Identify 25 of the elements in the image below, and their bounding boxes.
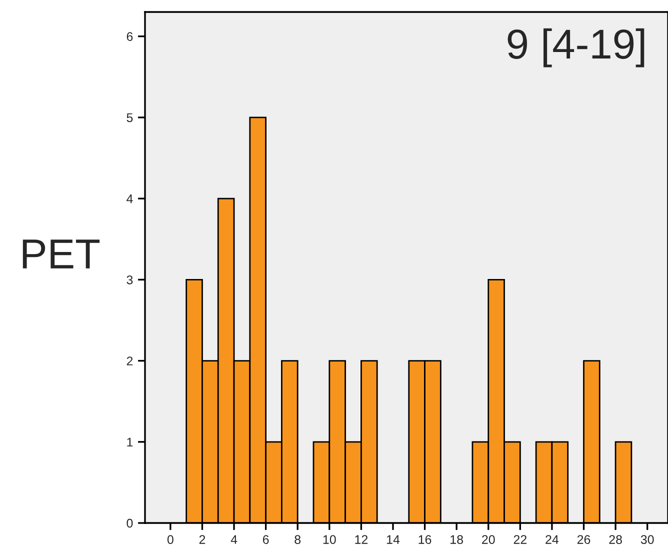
x-tick-label: 16 <box>418 535 432 544</box>
x-tick-label: 28 <box>609 535 622 544</box>
y-tick-label: 0 <box>126 518 133 528</box>
y-tick-label: 4 <box>126 194 133 204</box>
y-tick-label: 2 <box>126 356 133 366</box>
x-tick-label: 20 <box>482 535 495 544</box>
x-tick-label: 24 <box>546 535 559 544</box>
x-tick-label: 22 <box>514 535 526 544</box>
y-axis-title: PET <box>22 240 100 268</box>
x-tick-label: 4 <box>230 535 238 544</box>
x-tick-label: 2 <box>199 535 206 544</box>
x-tick-label: 6 <box>262 535 269 544</box>
x-tick-label: 30 <box>640 535 654 544</box>
x-tick-label: 8 <box>294 535 301 544</box>
y-tick-label: 6 <box>126 32 133 41</box>
x-tick-label: 0 <box>167 535 174 544</box>
x-tick-label: 12 <box>355 535 368 544</box>
x-tick-label: 26 <box>577 535 590 544</box>
y-tick-label: 1 <box>127 438 133 446</box>
x-tick-label: 18 <box>450 535 463 544</box>
annotation: 9 [4-19] <box>508 28 644 68</box>
x-tick-label: 14 <box>386 535 400 544</box>
y-tick-label: 5 <box>126 113 133 122</box>
y-tick-label: 3 <box>126 275 133 284</box>
x-tick-label: 10 <box>323 535 336 544</box>
